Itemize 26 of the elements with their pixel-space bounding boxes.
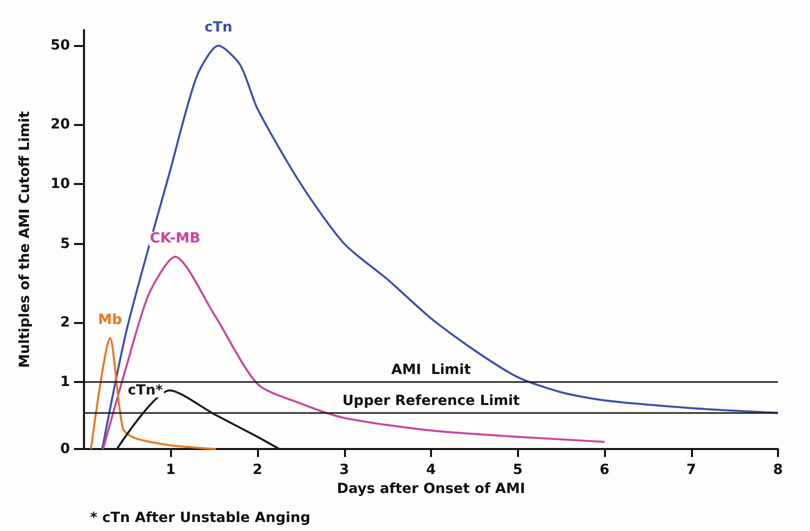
y-axis-title: Multiples of the AMI Cutoff Limit bbox=[17, 110, 33, 368]
x-tick-label: 8 bbox=[773, 462, 783, 478]
text: * cTn After Unstable Anging bbox=[90, 510, 310, 526]
x-tick-label: 2 bbox=[252, 462, 262, 478]
y-tick-label: 50 bbox=[50, 38, 70, 54]
x-tick-label: 4 bbox=[426, 462, 436, 478]
series-label: cTn bbox=[204, 20, 232, 36]
series-label: Mb bbox=[98, 312, 122, 328]
series-label: CK-MB bbox=[150, 230, 200, 247]
y-tick-label: 20 bbox=[50, 116, 70, 133]
series-label: cTn* bbox=[128, 382, 164, 398]
line-series bbox=[90, 337, 217, 450]
x-tick-label: 1 bbox=[166, 462, 176, 478]
x-tick-label: 7 bbox=[686, 462, 696, 478]
line-series bbox=[101, 44, 779, 450]
y-tick-label: 2 bbox=[60, 314, 70, 331]
x-axis-title: Days after Onset of AMI bbox=[336, 480, 526, 497]
y-tick-label: 1 bbox=[60, 374, 70, 390]
y-tick-label: 10 bbox=[50, 176, 70, 192]
x-tick-label: 6 bbox=[600, 462, 610, 478]
y-tick-label: 5 bbox=[60, 236, 70, 252]
y-tick-label: 0 bbox=[60, 441, 70, 457]
ref-line-label: AMI Limit bbox=[391, 362, 472, 378]
x-tick-label: 5 bbox=[512, 462, 523, 478]
x-tick-label: 3 bbox=[339, 462, 350, 478]
ref-line-label: Upper Reference Limit bbox=[342, 392, 520, 409]
